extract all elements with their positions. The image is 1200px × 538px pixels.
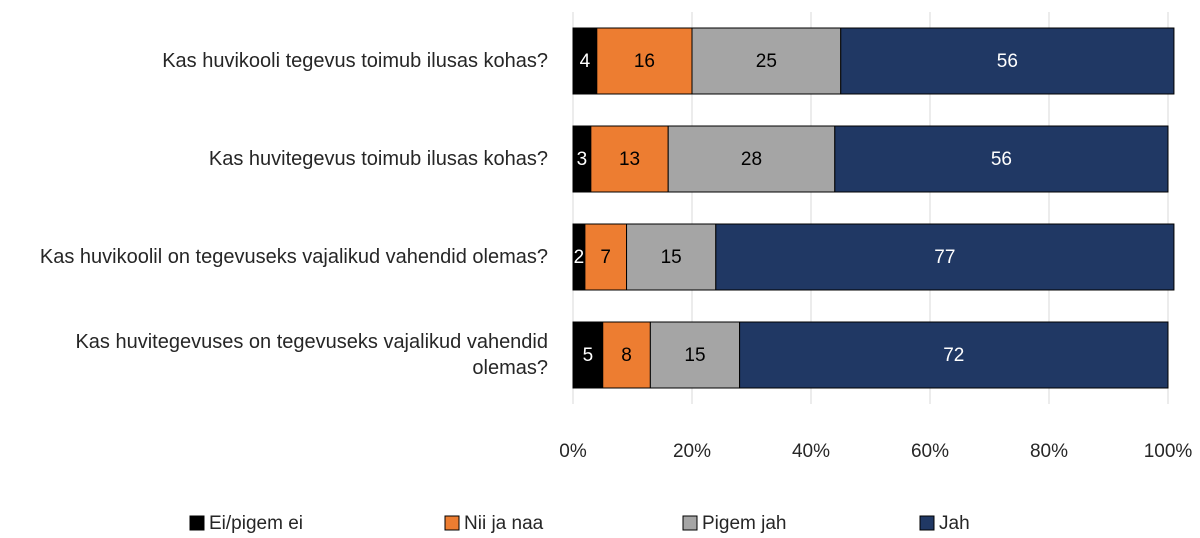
bar-segment [590,125,669,193]
bar-segment [840,27,1175,95]
bar-segment [667,125,836,193]
data-label: 16 [634,51,655,72]
category-label: Kas huvitegevuses on tegevuseks vajaliku… [75,331,548,379]
x-tick-label: 60% [911,441,949,462]
bar-segment [602,321,651,389]
data-label: 5 [583,345,594,366]
data-label: 7 [600,247,611,268]
legend-label: Ei/pigem ei [209,513,303,534]
bar-segment [572,321,604,389]
legend-swatch [444,515,460,531]
x-tick-label: 100% [1144,441,1193,462]
x-tick-label: 80% [1030,441,1068,462]
data-label: 25 [756,51,777,72]
data-label: 56 [991,149,1012,170]
bar-segment [715,223,1175,291]
category-label: Kas huvikoolil on tegevuseks vajalikud v… [39,246,548,268]
x-tick-label: 0% [559,441,587,462]
x-tick-label: 40% [792,441,830,462]
data-label: 2 [574,247,585,268]
legend-label: Pigem jah [702,513,787,534]
category-label: Kas huvitegevus toimub ilusas kohas? [208,148,548,170]
data-label: 72 [943,345,964,366]
data-label: 15 [661,247,682,268]
data-label: 15 [684,345,705,366]
data-label: 8 [621,345,632,366]
data-label: 4 [580,51,591,72]
x-tick-label: 20% [673,441,711,462]
category-label: Kas huvikooli tegevus toimub ilusas koha… [162,50,548,72]
legend-label: Jah [939,513,970,534]
legend-label: Nii ja naa [464,513,544,534]
bar-segment [739,321,1169,389]
legend-swatch [919,515,935,531]
bar-segment [649,321,741,389]
data-label: 3 [577,149,588,170]
bar-segment [626,223,717,291]
legend-swatch [189,515,205,531]
data-label: 77 [934,247,955,268]
legend-swatch [682,515,698,531]
bar-segment [834,125,1169,193]
data-label: 13 [619,149,640,170]
data-label: 28 [741,149,762,170]
data-label: 56 [997,51,1018,72]
